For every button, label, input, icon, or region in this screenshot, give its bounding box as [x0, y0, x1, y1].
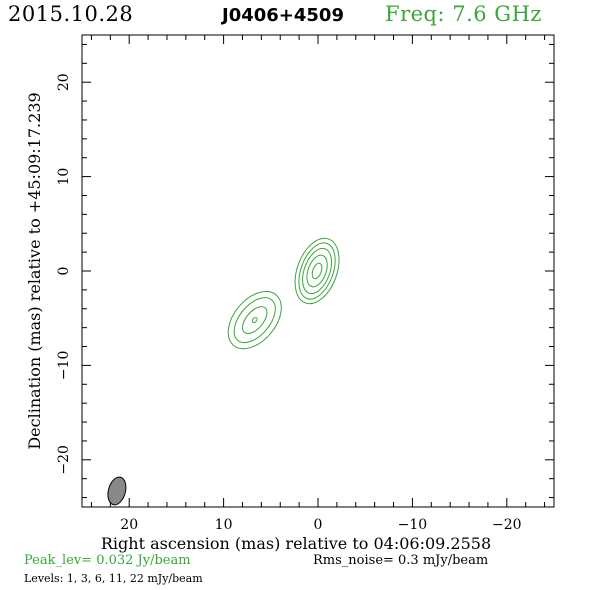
y-tick-label: −20	[56, 445, 72, 475]
y-tick-label: −10	[56, 351, 72, 381]
x-axis-label: Right ascension (mas) relative to 04:06:…	[101, 534, 491, 553]
x-tick-label: 20	[120, 517, 138, 533]
restoring-beam	[107, 476, 127, 506]
core-contour-6	[302, 247, 332, 295]
peak-level: Peak_lev= 0.032 Jy/beam	[24, 553, 191, 568]
x-tick-label: −20	[492, 517, 522, 533]
x-tick-label: −10	[398, 517, 428, 533]
jet-contour-3	[233, 297, 276, 344]
frequency-label: Freq: 7.6 GHz	[385, 2, 542, 26]
core-contour-22	[311, 262, 323, 280]
jet-contour-11	[251, 317, 258, 324]
jet-contour-1	[227, 290, 282, 350]
beam-group	[107, 476, 127, 506]
plot-frame	[81, 34, 555, 508]
core-contour-1	[294, 237, 340, 305]
x-tick-label: 10	[215, 517, 233, 533]
y-axis-label: Declination (mas) relative to +45:09:17.…	[25, 92, 44, 449]
y-tick-label: 0	[56, 267, 72, 276]
jet-contour-6	[242, 306, 268, 335]
x-tick-label: 0	[314, 517, 323, 533]
core-contour-11	[306, 254, 328, 288]
y-tick-label: 20	[56, 73, 72, 91]
observation-date: 2015.10.28	[8, 2, 134, 26]
source-name: J0406+4509	[222, 5, 344, 26]
rms-noise: Rms_noise= 0.3 mJy/beam	[313, 553, 489, 568]
contour-levels: Levels: 1, 3, 6, 11, 22 mJy/beam	[24, 572, 203, 585]
contour-group	[227, 237, 340, 350]
y-tick-label: 10	[56, 168, 72, 186]
axis-tick-labels: 20 10 0 −10 −20 20 10 0 −10 −20	[56, 73, 522, 533]
axis-ticks	[82, 35, 554, 507]
core-contour-3	[298, 242, 336, 300]
